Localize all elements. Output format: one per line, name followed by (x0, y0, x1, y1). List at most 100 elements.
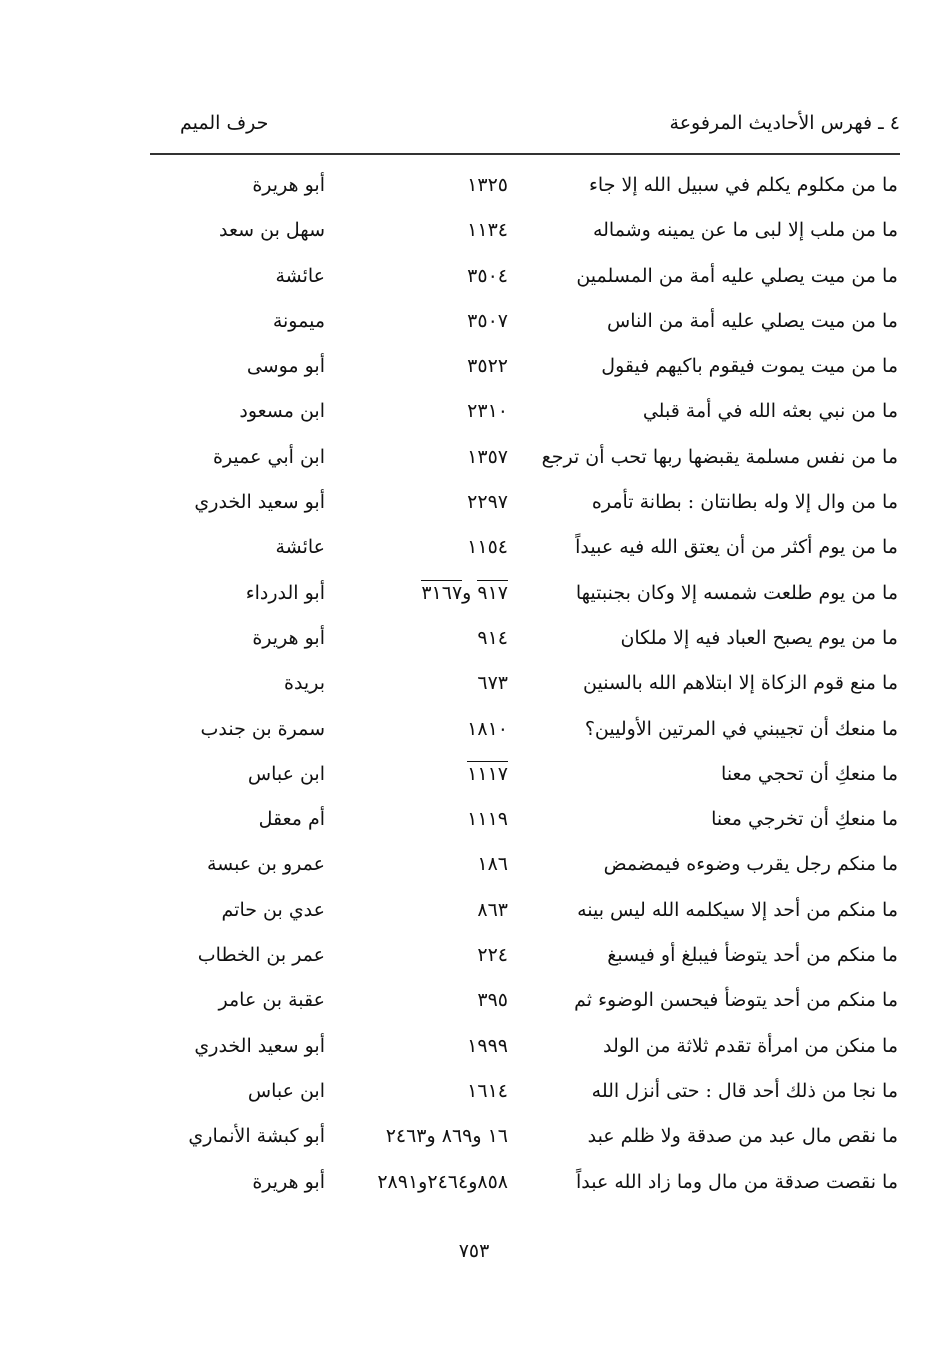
narrator: ابن أبي عميرة (212, 445, 325, 468)
narrator: عائشة (275, 264, 325, 287)
narrator: أبو سعيد الخدري (194, 1034, 325, 1057)
header-rule (150, 153, 900, 155)
hadith-number: ٩١٤ (477, 627, 508, 649)
hadith-number: ١٨١٠ (467, 718, 508, 740)
hadith-number: ٣٥٠٤ (467, 265, 508, 287)
narrator: أبو سعيد الخدري (194, 491, 325, 514)
index-row: ما منكن من امرأة تقدم ثلاثة من الولد ١٩٩٩… (0, 1031, 948, 1076)
index-row: ما من ميت يصلي عليه أمة من الناس ٣٥٠٧ ميمو… (0, 306, 948, 351)
hadith-text: ما من مكلوم يكلم في سبيل الله إلا جاء (588, 174, 898, 196)
hadith-text: ما منع قوم الزكاة إلا ابتلاهم الله بالسن… (583, 672, 898, 695)
narrator: عقبة بن عامر (218, 989, 326, 1012)
hadith-number: ١٣٢٥ (467, 174, 508, 196)
index-row: ما نقصت صدقة من مال وما زاد الله عبداً ٨٥… (0, 1167, 948, 1212)
hadith-number: ٣٩٥ (477, 989, 508, 1011)
hadith-number-part: ١٨١٠ (467, 717, 508, 740)
hadith-number-part: ١١٣٤ (467, 219, 508, 242)
hadith-number-part: ٣٥٠٤ (467, 264, 508, 287)
hadith-number-part: ١١٥٤ (467, 536, 508, 559)
hadith-number: ٢٢٩٧ (467, 491, 508, 513)
narrator: أبو هريرة (252, 626, 325, 649)
hadith-number-part: ٦٧٣ (477, 672, 508, 695)
index-row: ما من نفس مسلمة يقبضها ربها تحب أن ترجع ١… (0, 442, 948, 487)
index-row: ما منعكِ أن تحجي معنا ١١١٧ ابن عباس (0, 759, 948, 804)
hadith-number: ١٦ و٨٦٩ و٢٤٦٣ (386, 1125, 508, 1147)
index-row: ما من نبي بعثه الله في أمة قبلي ٢٣١٠ ابن م… (0, 396, 948, 441)
hadith-text: ما منكم من أحد يتوضأ فيبلغ أو فيسبغ (607, 944, 898, 967)
hadith-number-part: ٣٩٥ (477, 989, 508, 1012)
narrator: أم معقل (258, 808, 325, 831)
hadith-text: ما منعكِ أن تخرجي معنا (711, 808, 898, 831)
narrator: أبو موسى (246, 355, 325, 378)
hadith-number: ١١١٩ (467, 808, 508, 830)
narrator: أبو هريرة (252, 174, 325, 196)
hadith-number-part: ٢٢٩٧ (467, 491, 508, 514)
index-row: ما منكم من أحد إلا سيكلمه الله ليس بينه ٨… (0, 895, 948, 940)
hadith-text: ما من يوم يصبح العباد فيه إلا ملكان (620, 626, 898, 649)
hadith-number-part: ١٩٩٩ (467, 1034, 508, 1057)
hadith-text: ما نقص مال عبد من صدقة ولا ظلم عبد (587, 1125, 898, 1148)
page-number: ٧٥٣ (458, 1240, 490, 1262)
hadith-text: ما من وال إلا وله بطانتان : بطانة تأمره (591, 491, 898, 514)
hadith-number-part: ٨٦٣ (477, 898, 508, 921)
hadith-number-part: ٩١٤ (477, 626, 508, 649)
hadith-number-part: ١١١٧ (467, 760, 508, 785)
hadith-index-list: ما من مكلوم يكلم في سبيل الله إلا جاء ١٣٢… (0, 170, 948, 1212)
index-row: ما نجا من ذلك أحد قال : حتى أنزل الله ١٦١… (0, 1076, 948, 1121)
narrator: عمر بن الخطاب (197, 944, 325, 967)
hadith-number-part: ١٦١٤ (467, 1079, 508, 1102)
hadith-text: ما منكن من امرأة تقدم ثلاثة من الولد (603, 1034, 898, 1057)
hadith-text: ما منكم من أحد يتوضأ فيحسن الوضوء ثم (574, 989, 898, 1012)
hadith-number-part: ١٦ و٨٦٩ و٢٤٦٣ (385, 1125, 508, 1148)
hadith-number: ١٣٥٧ (467, 446, 508, 468)
hadith-text: ما من ميت يصلي عليه أمة من الناس (607, 309, 898, 332)
narrator: سهل بن سعد (219, 219, 325, 242)
hadith-number-part: ٣٥٠٧ (467, 309, 508, 332)
index-row: ما من يوم أكثر من أن يعتق الله فيه عبيدا… (0, 532, 948, 577)
hadith-text: ما من ملب إلا لبى ما عن يمينه وشماله (592, 219, 898, 242)
index-row: ما منكم رجل يقرب وضوءه فيمضمض ١٨٦ عمرو بن … (0, 849, 948, 894)
index-row: ما من يوم طلعت شمسه إلا وكان بجنبتيها ٩١٧… (0, 578, 948, 623)
narrator: أبو الدرداء (245, 581, 325, 604)
narrator: سمرة بن جندب (200, 717, 325, 740)
index-row: ما من ملب إلا لبى ما عن يمينه وشماله ١١٣٤… (0, 215, 948, 260)
index-row: ما منعكِ أن تخرجي معنا ١١١٩ أم معقل (0, 804, 948, 849)
hadith-text: ما منكم من أحد إلا سيكلمه الله ليس بينه (577, 898, 898, 921)
hadith-number-part: ٢٢٤ (477, 944, 508, 967)
index-row: ما منكم من أحد يتوضأ فيحسن الوضوء ثم ٣٩٥ ع… (0, 985, 948, 1030)
index-row: ما من وال إلا وله بطانتان : بطانة تأمره ٢… (0, 487, 948, 532)
hadith-number: ٨٥٨و٢٤٦٤و٢٨٩١ (377, 1171, 508, 1193)
hadith-text: ما من يوم طلعت شمسه إلا وكان بجنبتيها (575, 581, 898, 604)
hadith-number: ٣٥٠٧ (467, 310, 508, 332)
index-row: ما من ميت يصلي عليه أمة من المسلمين ٣٥٠٤ ع… (0, 261, 948, 306)
running-header-letter: حرف الميم (180, 112, 269, 134)
hadith-number: ١١٥٤ (467, 536, 508, 558)
index-row: ما منعك أن تجيبني في المرتين الأوليين؟ ١٨… (0, 714, 948, 759)
hadith-number-part: و (462, 581, 478, 604)
hadith-number: ٨٦٣ (477, 899, 508, 921)
hadith-text: ما من نبي بعثه الله في أمة قبلي (642, 400, 898, 423)
hadith-number-part: ١٣٢٥ (467, 174, 508, 196)
hadith-text: ما منكم رجل يقرب وضوءه فيمضمض (603, 853, 898, 876)
narrator: بريدة (284, 672, 325, 695)
hadith-number: ٢٣١٠ (467, 400, 508, 422)
hadith-text: ما نقصت صدقة من مال وما زاد الله عبداً (575, 1170, 898, 1193)
hadith-number: ٦٧٣ (477, 672, 508, 694)
hadith-number: ١٨٦ (477, 853, 508, 875)
hadith-text: ما منعكِ أن تحجي معنا (721, 762, 898, 785)
hadith-number: ٣٥٢٢ (467, 355, 508, 377)
index-row: ما منكم من أحد يتوضأ فيبلغ أو فيسبغ ٢٢٤ عم… (0, 940, 948, 985)
narrator: عمرو بن عبسة (206, 853, 325, 876)
hadith-text: ما من ميت يموت فيقوم باكيهم فيقول (601, 355, 898, 378)
narrator: أبو هريرة (252, 1170, 325, 1193)
running-header-section: ٤ ـ فهرس الأحاديث المرفوعة (669, 112, 900, 134)
hadith-number-part: ٨٥٨و٢٤٦٤و٢٨٩١ (377, 1170, 508, 1193)
narrator: عائشة (275, 536, 325, 559)
narrator: ميمونة (272, 309, 325, 332)
index-row: ما نقص مال عبد من صدقة ولا ظلم عبد ١٦ و٨٦… (0, 1121, 948, 1166)
hadith-number-part: ١١١٩ (467, 808, 508, 831)
narrator: ابن مسعود (239, 400, 325, 423)
index-row: ما من مكلوم يكلم في سبيل الله إلا جاء ١٣٢… (0, 170, 948, 215)
hadith-number-part: ٣١٦٧ (421, 579, 463, 604)
hadith-number-part: ١٨٦ (477, 853, 508, 876)
